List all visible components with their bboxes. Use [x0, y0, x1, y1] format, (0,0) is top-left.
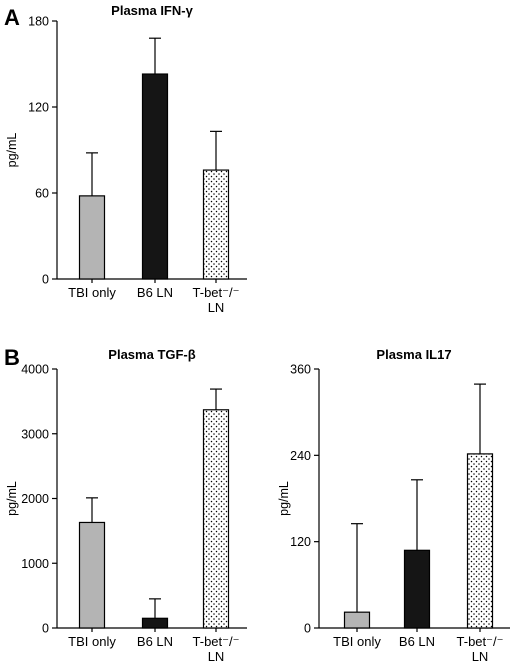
y-tick-label: 0 [304, 622, 311, 636]
panel-label-a: A [4, 5, 20, 30]
x-tick-label: B6 LN [399, 634, 435, 649]
y-tick-label: 120 [290, 535, 311, 549]
x-tick-label: LN [208, 649, 225, 661]
y-tick-label: 180 [28, 15, 49, 29]
x-tick-label: LN [472, 649, 489, 661]
x-tick-label: TBI only [68, 634, 116, 649]
y-axis-label: pg/mL [5, 481, 19, 516]
x-tick-label: LN [208, 300, 225, 315]
chart-title: Plasma TGF-β [108, 347, 195, 362]
y-axis-label: pg/mL [5, 133, 19, 168]
bar [466, 453, 494, 629]
chart-1: Plasma IFN-γ pg/mL 0 60 120 180 TBI only B6 LN T… [5, 3, 247, 315]
bar [78, 195, 106, 280]
bar [343, 611, 371, 629]
y-tick-label: 0 [42, 622, 49, 636]
chart-title: Plasma IFN-γ [111, 3, 193, 18]
chart-3: Plasma IL17 pg/mL 0 120 240 360 TBI only B6 LN T… [277, 347, 510, 661]
x-tick-label: T-bet⁻/⁻ [193, 285, 240, 300]
bar [141, 73, 169, 280]
x-tick-label: TBI only [333, 634, 381, 649]
y-tick-label: 240 [290, 449, 311, 463]
y-tick-label: 0 [42, 273, 49, 287]
panel-label-b: B [4, 345, 20, 370]
y-tick-label: 60 [35, 187, 49, 201]
y-tick-label: 1000 [21, 557, 49, 571]
x-tick-label: T-bet⁻/⁻ [457, 634, 504, 649]
bar [202, 409, 230, 629]
x-tick-label: T-bet⁻/⁻ [193, 634, 240, 649]
x-tick-label: B6 LN [137, 285, 173, 300]
x-tick-label: TBI only [68, 285, 116, 300]
y-tick-label: 120 [28, 101, 49, 115]
bar [141, 617, 169, 629]
x-tick-label: B6 LN [137, 634, 173, 649]
y-tick-label: 360 [290, 363, 311, 377]
chart-title: Plasma IL17 [376, 347, 451, 362]
bar [403, 549, 431, 629]
y-tick-label: 2000 [21, 492, 49, 506]
y-tick-label: 3000 [21, 427, 49, 441]
chart-2: Plasma TGF-β pg/mL 0 1000 2000 3000 4000 TBI on… [5, 347, 247, 661]
y-axis-label: pg/mL [277, 481, 291, 516]
bar [202, 169, 230, 280]
bar [78, 521, 106, 629]
y-tick-label: 4000 [21, 363, 49, 377]
